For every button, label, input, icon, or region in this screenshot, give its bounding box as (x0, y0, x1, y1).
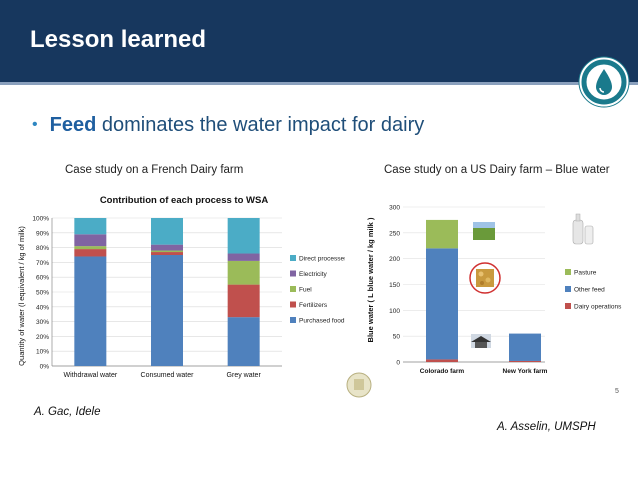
bar-segment (74, 234, 107, 247)
y-tick-label: 80% (36, 245, 49, 252)
bar-segment (151, 255, 183, 366)
y-tick-label: 40% (36, 304, 49, 311)
author-left: A. Gac, Idele (34, 406, 101, 418)
bar-segment (227, 253, 260, 261)
legend-swatch (290, 301, 296, 308)
dairy-barn-photo-icon (471, 334, 491, 348)
legend-label: Other feed (574, 287, 605, 294)
page-number: 5 (615, 388, 619, 395)
legend-swatch (290, 317, 296, 323)
y-tick-label: 100 (389, 308, 400, 315)
bullet-bold-text: Feed (49, 114, 97, 136)
y-tick-label: 60% (36, 275, 49, 282)
feed-grain-photo-icon (469, 262, 501, 294)
legend-swatch (290, 255, 296, 261)
french-chart-container: Contribution of each process to WSA Quan… (10, 188, 358, 398)
bullet-dot-icon: • (32, 116, 38, 133)
bullet-text: dominates the water impact for dairy (101, 114, 425, 136)
milk-bottle-icon (572, 213, 594, 245)
university-seal-icon (346, 372, 372, 398)
bar-segment (74, 256, 107, 366)
bar-segment (426, 248, 458, 360)
bar-segment (74, 249, 107, 257)
bar-segment (74, 218, 107, 235)
bar-segment (227, 260, 260, 285)
pasture-photo-icon (473, 222, 495, 240)
bar-segment (509, 333, 541, 361)
legend-label: Electricity (299, 271, 328, 278)
caption-french-study: Case study on a French Dairy farm (65, 164, 244, 176)
y-tick-label: 50% (36, 290, 49, 297)
x-tick-label: Consumed water (141, 372, 195, 379)
bar-segment (151, 252, 183, 255)
french-chart: Contribution of each process to WSA Quan… (17, 195, 348, 379)
bar-segment (151, 218, 183, 245)
legend-label: Dairy operations (574, 304, 622, 311)
chart-title: Contribution of each process to WSA (100, 195, 269, 206)
bar-segment (151, 250, 183, 253)
legend-swatch (290, 286, 296, 292)
legend-label: Fuel (299, 287, 312, 294)
x-tick-label: Withdrawal water (63, 372, 117, 379)
y-tick-label: 70% (36, 260, 49, 267)
slide-header (0, 0, 638, 82)
y-tick-label: 0 (396, 360, 400, 367)
bar-segment (509, 360, 541, 362)
y-tick-label: 100% (32, 216, 49, 223)
y-tick-label: 300 (389, 205, 400, 212)
legend-label: Direct processes (299, 256, 348, 263)
bar-segment (227, 218, 260, 254)
legend-swatch (565, 303, 571, 309)
y-tick-label: 10% (36, 349, 49, 356)
bar-segment (151, 244, 183, 251)
fil-idf-logo-icon (578, 56, 630, 108)
y-axis-label: Blue water ( L blue water / kg milk ) (366, 217, 375, 342)
legend-label: Fertilizers (299, 302, 328, 309)
author-right: A. Asselin, UMSPH (497, 421, 596, 433)
x-tick-label: New York farm (503, 368, 548, 375)
bar-segment (227, 284, 260, 318)
bar-segment (74, 246, 107, 250)
y-tick-label: 20% (36, 334, 49, 341)
bar-segment (227, 317, 260, 366)
y-tick-label: 150 (389, 282, 400, 289)
legend-label: Pasture (574, 270, 597, 277)
x-tick-label: Grey water (227, 372, 262, 379)
slide-title: Lesson learned (30, 26, 207, 53)
y-tick-label: 30% (36, 319, 49, 326)
legend-swatch (290, 270, 296, 277)
legend-label: Purchased food (299, 318, 345, 325)
header-divider (0, 82, 638, 85)
caption-us-study: Case study on a US Dairy farm – Blue wat… (384, 164, 610, 176)
legend-swatch (565, 269, 571, 275)
bullet-point: • Feed dominates the water impact for dai… (32, 114, 424, 137)
y-tick-label: 50 (393, 334, 401, 341)
legend-swatch (565, 286, 571, 292)
y-tick-label: 200 (389, 256, 400, 263)
x-tick-label: Colorado farm (420, 368, 465, 375)
us-chart-container: Blue water ( L blue water / kg milk ) 0 5… (345, 190, 628, 405)
y-tick-label: 250 (389, 230, 400, 237)
y-tick-label: 0% (40, 364, 50, 371)
y-axis-label: Quantity of water (l equivalent / kg of … (17, 226, 26, 366)
us-chart: Blue water ( L blue water / kg milk ) 0 5… (346, 205, 622, 398)
y-tick-label: 90% (36, 230, 49, 237)
bar-segment (426, 359, 458, 362)
bar-segment (426, 219, 458, 249)
